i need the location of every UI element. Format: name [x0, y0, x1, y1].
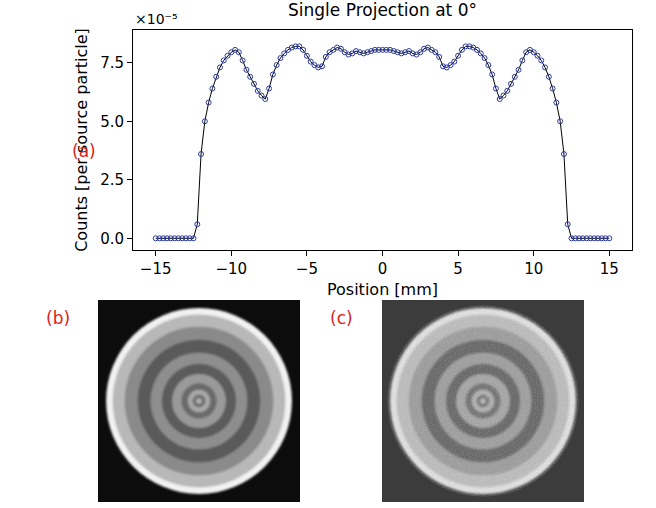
html-text:(c): (c) [330, 308, 353, 328]
svg-text:−10: −10 [215, 260, 247, 278]
svg-text:10: 10 [524, 260, 543, 278]
svg-text:−5: −5 [296, 260, 318, 278]
svg-text:×10⁻⁵: ×10⁻⁵ [135, 11, 178, 27]
svg-text:5: 5 [453, 260, 463, 278]
svg-text:Single Projection at 0°: Single Projection at 0° [288, 0, 477, 20]
svg-text:Position [mm]: Position [mm] [327, 280, 438, 299]
svg-text:2.5: 2.5 [100, 171, 124, 189]
html-text:(b): (b) [46, 308, 71, 328]
svg-text:−15: −15 [140, 260, 172, 278]
svg-text:15: 15 [600, 260, 619, 278]
svg-text:Counts [per source particle]: Counts [per source particle] [72, 28, 91, 252]
svg-text:0: 0 [378, 260, 388, 278]
svg-text:(a): (a) [72, 141, 96, 161]
svg-text:7.5: 7.5 [100, 54, 124, 72]
svg-text:5.0: 5.0 [100, 113, 124, 131]
svg-text:0.0: 0.0 [100, 230, 124, 248]
